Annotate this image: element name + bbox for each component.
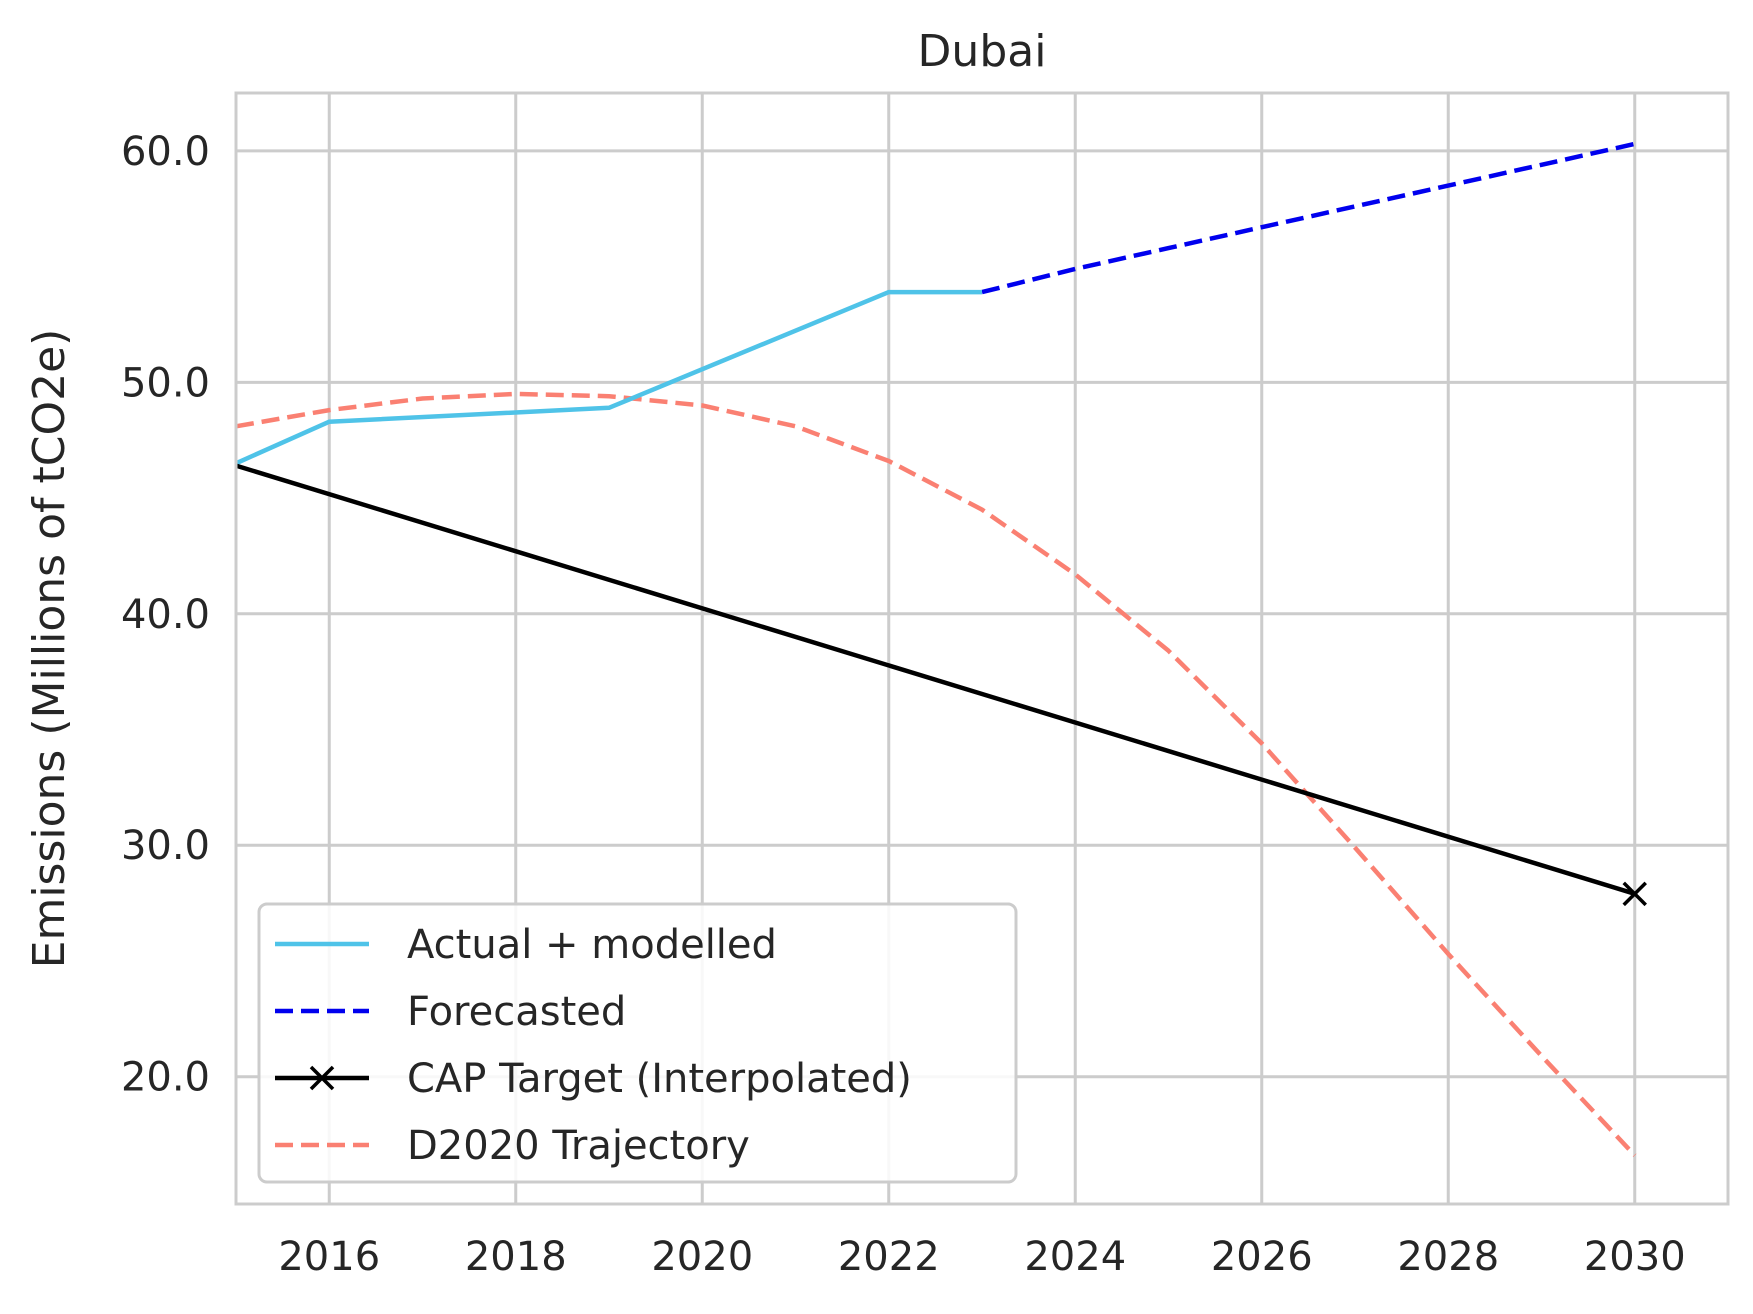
y-tick-label: 30.0 bbox=[121, 823, 210, 869]
legend-label-forecasted: Forecasted bbox=[407, 989, 626, 1035]
x-tick-label: 2020 bbox=[651, 1234, 753, 1280]
legend-label-actual-modelled: Actual + modelled bbox=[407, 922, 777, 968]
x-tick-label: 2028 bbox=[1397, 1234, 1499, 1280]
y-tick-label: 60.0 bbox=[121, 129, 210, 175]
legend-label-cap-target-interpolated: CAP Target (Interpolated) bbox=[407, 1056, 912, 1102]
x-tick-label: 2016 bbox=[278, 1234, 380, 1280]
y-tick-label: 20.0 bbox=[121, 1055, 210, 1101]
x-tick-label: 2026 bbox=[1211, 1234, 1313, 1280]
plot-frame bbox=[234, 91, 1730, 1206]
series-line-d2020-trajectory bbox=[235, 391, 1637, 1157]
chart-title: Dubai bbox=[918, 26, 1047, 77]
series-line-cap-target-interpolated bbox=[235, 463, 1636, 896]
x-tick-label: 2030 bbox=[1584, 1234, 1686, 1280]
series-line-forecasted bbox=[981, 141, 1636, 295]
y-tick-labels: 20.0 30.0 40.0 50.0 60.0 bbox=[121, 129, 210, 1101]
legend-label-d2020-trajectory: D2020 Trajectory bbox=[407, 1123, 750, 1169]
series-layer bbox=[235, 141, 1647, 1157]
x-tick-label: 2024 bbox=[1024, 1234, 1126, 1280]
series-line-actual-modelled bbox=[235, 289, 982, 466]
x-tick-label: 2018 bbox=[465, 1234, 567, 1280]
legend: Actual + modelled Forecasted CAP Target (I… bbox=[257, 902, 1018, 1184]
x-tick-label: 2022 bbox=[838, 1234, 940, 1280]
x-tick-labels: 2016 2018 2020 2022 2024 2026 2028 2030 bbox=[278, 1234, 1685, 1280]
y-axis-label: Emissions (Millions of tCO2e) bbox=[24, 329, 75, 969]
y-tick-label: 50.0 bbox=[121, 360, 210, 406]
y-tick-label: 40.0 bbox=[121, 592, 210, 638]
series-marker-cap-target-interpolated bbox=[1622, 881, 1647, 907]
legend-box bbox=[257, 902, 1018, 1184]
